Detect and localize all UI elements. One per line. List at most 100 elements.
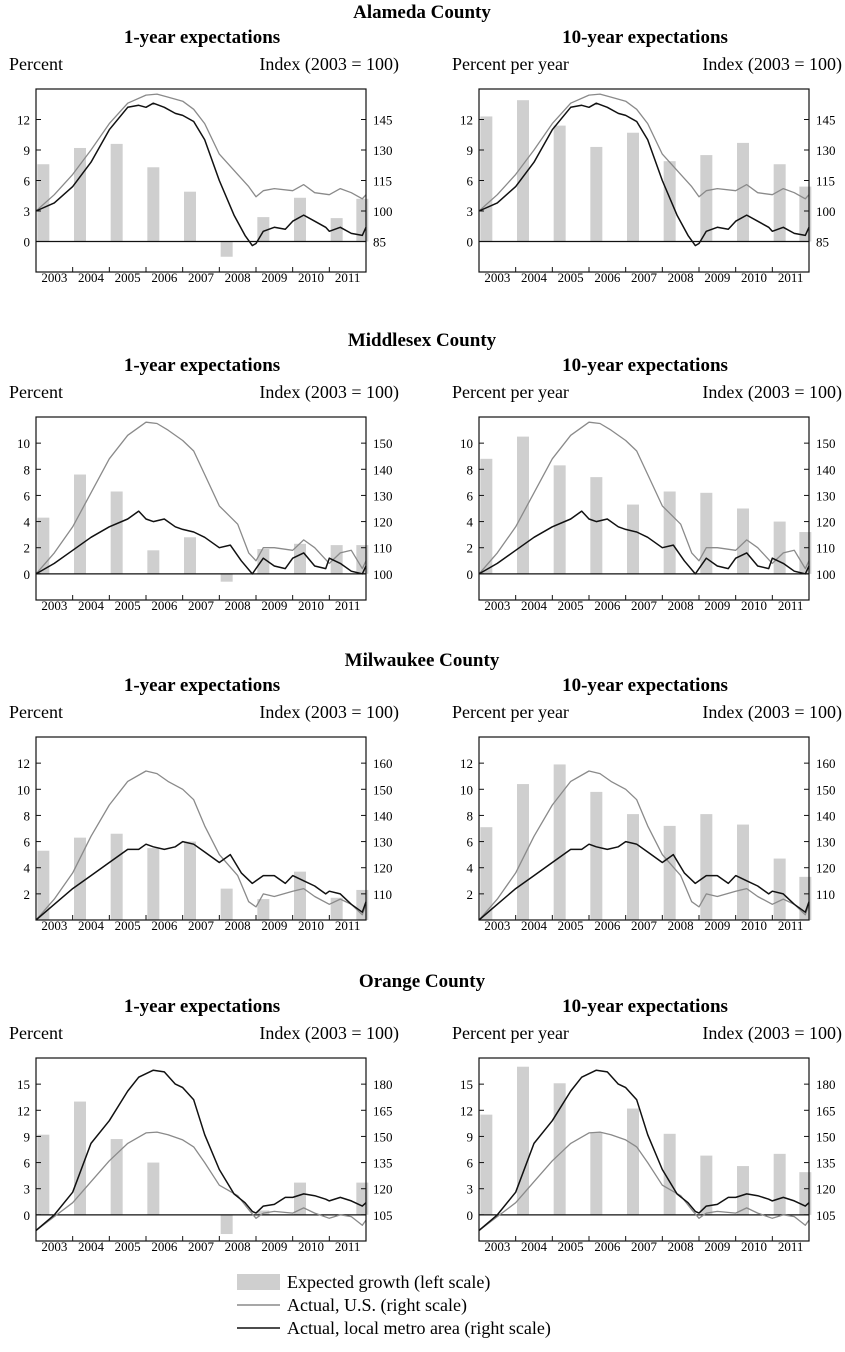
panel-title: 10-year expectations	[562, 675, 728, 696]
right-tick-label: 115	[816, 174, 835, 189]
expected-growth-bar	[147, 550, 160, 574]
chart-panel: 1-year expectations Percent Index (2003 = …	[9, 27, 399, 285]
chart-panel: 1-year expectations Percent Index (2003 = …	[9, 675, 399, 933]
expected-growth-bar	[147, 848, 160, 920]
left-tick-label: 12	[17, 1103, 30, 1118]
x-tick-label: 2003	[484, 1239, 510, 1254]
right-tick-label: 130	[816, 143, 836, 158]
us-index-line	[35, 93, 367, 212]
left-tick-label: 4	[467, 515, 474, 530]
expected-growth-bar	[220, 888, 233, 920]
expected-growth-bar	[184, 191, 196, 242]
right-axis-label: Index (2003 = 100)	[259, 382, 399, 403]
x-tick-label: 2011	[335, 918, 361, 933]
x-tick-label: 2004	[78, 1239, 105, 1254]
right-tick-label: 150	[373, 782, 393, 797]
left-tick-label: 6	[467, 488, 474, 503]
us-index-line	[478, 93, 810, 212]
x-tick-label: 2004	[78, 918, 105, 933]
right-tick-label: 145	[816, 113, 836, 128]
chart-panel: 10-year expectations Percent per year Inde…	[452, 355, 842, 613]
x-tick-label: 2004	[78, 598, 105, 613]
local-metro-index-line	[35, 840, 367, 921]
right-tick-label: 150	[373, 436, 393, 451]
right-tick-label: 160	[373, 756, 393, 771]
x-tick-label: 2006	[151, 270, 178, 285]
x-tick-label: 2005	[115, 1239, 141, 1254]
left-tick-label: 6	[24, 174, 31, 189]
expected-growth-bar	[773, 521, 786, 574]
right-tick-label: 100	[373, 204, 393, 219]
left-tick-label: 10	[460, 436, 473, 451]
panel-title: 1-year expectations	[124, 355, 280, 376]
x-tick-label: 2006	[594, 918, 621, 933]
expected-growth-bar	[257, 549, 270, 574]
x-tick-label: 2007	[188, 270, 215, 285]
expected-growth-bar	[184, 841, 196, 920]
left-axis-label: Percent	[9, 54, 63, 74]
x-tick-label: 2005	[558, 1239, 584, 1254]
expected-growth-bar	[663, 1133, 676, 1215]
left-tick-label: 6	[24, 488, 31, 503]
right-tick-label: 165	[816, 1103, 836, 1118]
right-tick-label: 110	[816, 887, 835, 902]
us-index-line	[35, 770, 367, 921]
right-tick-label: 130	[373, 488, 393, 503]
x-tick-label: 2010	[298, 918, 324, 933]
x-tick-label: 2005	[115, 270, 141, 285]
expected-growth-bar	[74, 1101, 86, 1215]
left-tick-label: 2	[467, 887, 474, 902]
expected-growth-bar	[590, 146, 603, 242]
x-tick-label: 2004	[521, 918, 548, 933]
expected-growth-bar	[663, 161, 676, 242]
left-tick-label: 8	[467, 808, 474, 823]
left-tick-label: 0	[467, 235, 474, 250]
county-title: Milwaukee County	[345, 650, 500, 671]
expected-growth-bar	[480, 1114, 493, 1215]
x-tick-label: 2004	[521, 270, 548, 285]
x-tick-label: 2005	[115, 918, 141, 933]
expected-growth-bar	[737, 824, 749, 920]
left-tick-label: 12	[17, 756, 30, 771]
right-tick-label: 140	[816, 808, 836, 823]
x-tick-label: 2005	[558, 598, 584, 613]
left-axis-label: Percent per year	[452, 382, 569, 402]
right-tick-label: 150	[816, 1129, 836, 1144]
left-tick-label: 0	[24, 235, 31, 250]
x-tick-label: 2011	[335, 598, 361, 613]
x-tick-label: 2011	[778, 270, 804, 285]
legend: Expected growth (left scale)Actual, U.S.…	[237, 1272, 551, 1339]
legend-label-local: Actual, local metro area (right scale)	[287, 1318, 551, 1339]
x-tick-label: 2008	[225, 1239, 251, 1254]
left-tick-label: 12	[17, 113, 30, 128]
expected-growth-bar	[700, 1155, 713, 1215]
right-tick-label: 100	[373, 567, 393, 582]
expected-growth-bar	[480, 458, 493, 574]
right-tick-label: 130	[373, 835, 393, 850]
expected-growth-bar	[553, 764, 566, 920]
x-tick-label: 2005	[558, 918, 584, 933]
x-tick-label: 2010	[298, 270, 324, 285]
x-tick-label: 2006	[151, 598, 178, 613]
left-tick-label: 6	[24, 835, 31, 850]
x-tick-label: 2010	[298, 598, 324, 613]
us-index-line	[478, 421, 810, 575]
expected-growth-bar	[147, 167, 160, 242]
chart-panel: 1-year expectations Percent Index (2003 = …	[9, 996, 399, 1254]
right-tick-label: 85	[816, 235, 829, 250]
x-tick-label: 2003	[41, 1239, 67, 1254]
right-tick-label: 110	[373, 887, 392, 902]
x-tick-label: 2009	[261, 1239, 287, 1254]
expected-growth-bar	[147, 1162, 160, 1215]
expected-growth-bar	[737, 142, 749, 242]
expected-growth-bar	[517, 436, 529, 574]
right-tick-label: 150	[816, 436, 836, 451]
expected-growth-bar	[627, 1108, 639, 1215]
right-tick-label: 140	[373, 808, 393, 823]
x-tick-label: 2006	[151, 918, 178, 933]
expected-growth-bar	[480, 116, 493, 242]
left-tick-label: 6	[24, 1156, 31, 1171]
chart-panel: 1-year expectations Percent Index (2003 = …	[9, 355, 399, 613]
expected-growth-bar	[330, 218, 343, 242]
x-tick-label: 2011	[778, 598, 804, 613]
